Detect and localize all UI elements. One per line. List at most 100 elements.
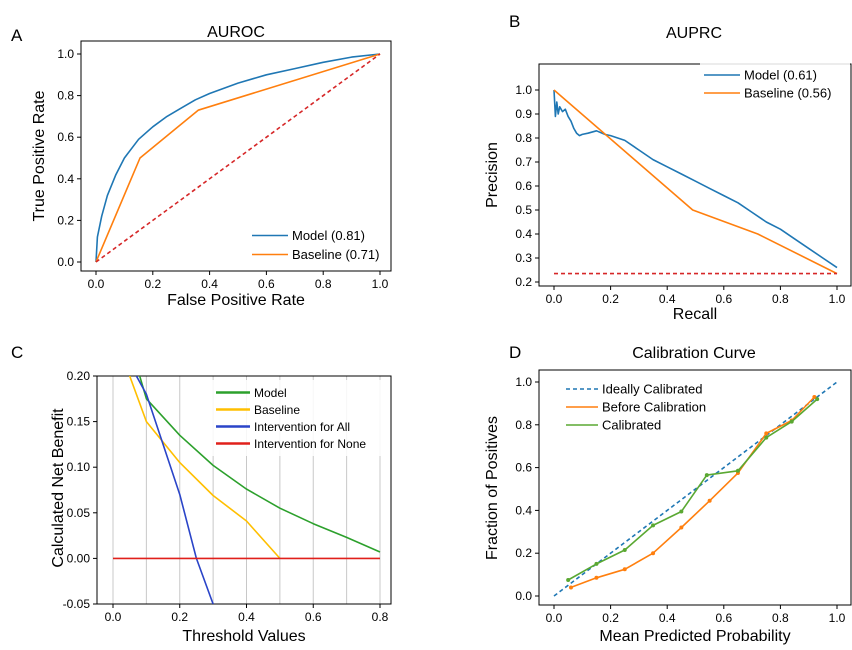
legend: Ideally Calibrated Before Calibration Cali… [562,376,734,438]
panel-letter-b: B [509,12,520,31]
x-tick-label: 0.4 [659,611,676,625]
x-tick-label: 1.0 [829,611,846,625]
axes-frame [80,40,392,272]
x-tick-label: 0.2 [171,610,188,624]
data-point [707,498,712,503]
reference-line [95,53,381,263]
x-axis-label: Recall [673,306,717,323]
x-axis-label: False Positive Rate [167,292,305,309]
legend-label: Before Calibration [602,400,706,415]
x-tick-label: 0.6 [258,277,275,291]
x-tick-label: 0.4 [201,277,218,291]
y-tick-label: 1.0 [57,47,74,61]
plot-area [553,381,838,597]
y-tick-label: 0.5 [515,203,532,217]
data-point [594,561,599,566]
legend-label: Ideally Calibrated [602,382,702,397]
legend-box [700,62,850,106]
plot-area [553,89,838,275]
y-tick-label: 0.00 [67,551,91,565]
data-point [622,547,627,552]
y-axis-label: Fraction of Positives [484,416,501,560]
series-line-calibrated [567,398,818,581]
data-point [594,575,599,580]
x-tick-label: 0.8 [772,611,789,625]
x-tick-label: 0.2 [602,292,619,306]
y-tick-label: 0.8 [515,418,532,432]
plot-area [95,53,381,263]
panel-b: B AUPRC 0.0 0.2 0.4 0.6 0.8 1.0 0.2 0.3 0.4 0.5 0.6 0… [484,12,852,323]
y-tick-label: 0.05 [67,506,91,520]
x-tick-label: 0.6 [715,292,732,306]
y-tick-label: 0.2 [515,275,532,289]
x-tick-label: 0.6 [715,611,732,625]
series-line-model [138,376,381,553]
x-tick-label: 1.0 [829,292,846,306]
x-tick-label: 0.8 [372,610,389,624]
series-line-baseline-0-56 [553,89,838,275]
legend-label: Model (0.81) [292,228,365,243]
panel-letter-a: A [11,26,23,45]
x-tick-label: 0.0 [105,610,122,624]
data-point [651,523,656,528]
panel-d: D Calibration Curve 0.0 0.2 0.4 0.6 0.8 1.0 0.0 0… [484,343,852,645]
x-tick-label: 0.0 [546,611,563,625]
y-tick-label: 0.0 [57,255,74,269]
y-tick-label: 0.4 [57,172,74,186]
panel-a: A AUROC 0.0 0.2 0.4 0.6 0.8 1.0 0.0 0.2 0.4 0.6 0.8 1… [11,24,392,309]
data-point [812,394,817,399]
y-tick-label: 0.2 [515,546,532,560]
x-tick-label: 0.2 [144,277,161,291]
series-line-intervention-for-all [135,376,214,604]
x-axis-label: Threshold Values [182,628,305,645]
series-line-baseline-0-71 [95,53,381,263]
series-line-ideally-calibrated [553,381,838,597]
legend-label: Model (0.61) [744,68,817,83]
y-tick-label: 0.7 [515,155,532,169]
data-point [651,551,656,556]
chart-title: Calibration Curve [632,345,756,362]
legend-label: Baseline (0.56) [744,86,831,101]
x-tick-label: 0.8 [772,292,789,306]
data-point [815,397,820,402]
y-tick-label: 0.3 [515,251,532,265]
y-tick-label: 1.0 [515,83,532,97]
legend: Model (0.61) Baseline (0.56) [700,62,850,106]
y-tick-label: 0.20 [67,369,91,383]
legend: Model (0.81) Baseline (0.71) [248,222,390,268]
y-tick-label: 0.2 [57,213,74,227]
x-tick-label: 0.4 [659,292,676,306]
y-axis-label: True Positive Rate [31,90,48,221]
x-tick-label: 1.0 [372,277,389,291]
x-tick-label: 0.2 [602,611,619,625]
data-point [789,419,794,424]
panel-letter-c: C [11,343,23,362]
y-axis-label: Calculated Net Benefit [50,408,67,568]
axes-frame [538,63,852,287]
y-tick-label: 0.6 [515,461,532,475]
y-tick-label: 0.0 [515,589,532,603]
y-tick-label: 0.6 [515,179,532,193]
data-point [568,585,573,590]
data-point [764,431,769,436]
panel-letter-d: D [509,343,521,362]
legend: Model Baseline Intervention for All Interve… [212,380,388,456]
axes-frame [96,375,392,605]
data-point [566,577,571,582]
data-point [622,567,627,572]
x-tick-label: 0.0 [88,277,105,291]
y-tick-label: 0.4 [515,503,532,517]
plot-area [113,376,381,604]
data-point [704,473,709,478]
axes-frame [538,369,852,606]
data-point [764,435,769,440]
y-tick-label: 0.8 [515,131,532,145]
legend-label: Baseline (0.71) [292,247,379,262]
data-point [679,525,684,530]
y-tick-label: 1.0 [515,375,532,389]
chart-title: AUROC [207,24,265,41]
y-axis-label: Precision [484,142,501,208]
y-tick-label: 0.15 [67,415,91,429]
x-tick-label: 0.8 [315,277,332,291]
legend-label: Model [254,386,287,400]
